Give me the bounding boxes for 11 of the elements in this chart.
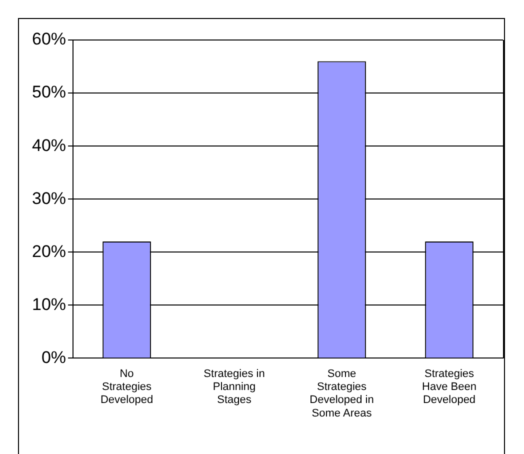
x-tick-label: Some Strategies Developed in Some Areas [310, 368, 374, 420]
y-tick-label: 30% [32, 188, 66, 208]
y-tick-label: 20% [32, 242, 66, 261]
x-tick-label: Strategies in Planning Stages [204, 368, 265, 406]
y-tick-label: 40% [32, 136, 66, 155]
x-tick-label: No Strategies Developed [100, 368, 154, 406]
y-tick-label: 60% [32, 30, 66, 49]
y-tick-label: 50% [32, 82, 66, 102]
y-tick-label: 0% [41, 348, 66, 367]
y-tick-label: 10% [32, 294, 66, 314]
x-tick-label: Strategies Have Been Developed [422, 368, 476, 406]
